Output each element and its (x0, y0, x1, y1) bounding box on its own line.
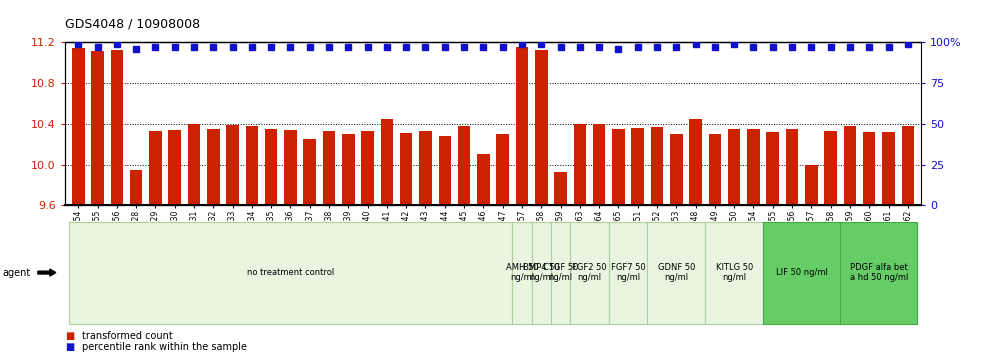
Bar (747, 129, 760, 205)
Bar (284, 130, 297, 205)
Bar (323, 131, 336, 205)
Bar (69, 222, 512, 324)
Text: percentile rank within the sample: percentile rank within the sample (82, 342, 247, 352)
Text: transformed count: transformed count (82, 331, 172, 341)
Bar (574, 124, 586, 205)
Bar (92, 51, 104, 205)
Bar (129, 170, 142, 205)
Bar (901, 126, 914, 205)
Text: FGF7 50
ng/ml: FGF7 50 ng/ml (611, 263, 645, 282)
Text: agent: agent (2, 268, 30, 278)
Bar (609, 222, 647, 324)
Text: BMP4 50
ng/ml: BMP4 50 ng/ml (523, 263, 560, 282)
Bar (728, 129, 740, 205)
Bar (844, 126, 857, 205)
Bar (111, 50, 124, 205)
Bar (613, 129, 624, 205)
Bar (438, 136, 451, 205)
Text: PDGF alfa bet
a hd 50 ng/ml: PDGF alfa bet a hd 50 ng/ml (850, 263, 908, 282)
Text: FGF2 50
ng/ml: FGF2 50 ng/ml (572, 263, 607, 282)
Bar (689, 119, 702, 205)
Bar (246, 126, 258, 205)
Bar (72, 47, 85, 205)
Bar (419, 131, 432, 205)
Bar (763, 222, 841, 324)
Bar (535, 50, 548, 205)
Bar (477, 154, 490, 205)
Bar (532, 222, 551, 324)
Text: CTGF 50
ng/ml: CTGF 50 ng/ml (543, 263, 579, 282)
Text: KITLG 50
ng/ml: KITLG 50 ng/ml (715, 263, 753, 282)
Text: LIF 50 ng/ml: LIF 50 ng/ml (776, 268, 828, 277)
Bar (705, 222, 763, 324)
Bar (168, 130, 181, 205)
Bar (767, 132, 779, 205)
Bar (149, 131, 161, 205)
Bar (265, 129, 278, 205)
Bar (304, 139, 316, 205)
Text: AMH 50
ng/ml: AMH 50 ng/ml (506, 263, 538, 282)
Bar (496, 134, 509, 205)
Text: GDNF 50
ng/ml: GDNF 50 ng/ml (657, 263, 695, 282)
Bar (650, 127, 663, 205)
Bar (708, 134, 721, 205)
Bar (670, 134, 682, 205)
Bar (380, 119, 393, 205)
Bar (841, 222, 917, 324)
Bar (342, 134, 355, 205)
Bar (570, 222, 609, 324)
Bar (551, 222, 570, 324)
Bar (512, 222, 532, 324)
Bar (786, 129, 799, 205)
Bar (226, 125, 239, 205)
Bar (187, 124, 200, 205)
Bar (647, 222, 705, 324)
Bar (882, 132, 894, 205)
Bar (805, 165, 818, 205)
Bar (863, 132, 875, 205)
Text: GDS4048 / 10908008: GDS4048 / 10908008 (65, 17, 200, 30)
Bar (516, 46, 528, 205)
Bar (631, 128, 644, 205)
Text: no treatment control: no treatment control (247, 268, 334, 277)
Bar (207, 129, 219, 205)
Bar (593, 124, 606, 205)
Bar (362, 131, 374, 205)
Bar (458, 126, 470, 205)
Bar (400, 133, 412, 205)
Bar (825, 131, 837, 205)
Text: ■: ■ (65, 331, 74, 341)
Text: ■: ■ (65, 342, 74, 352)
Bar (554, 172, 567, 205)
